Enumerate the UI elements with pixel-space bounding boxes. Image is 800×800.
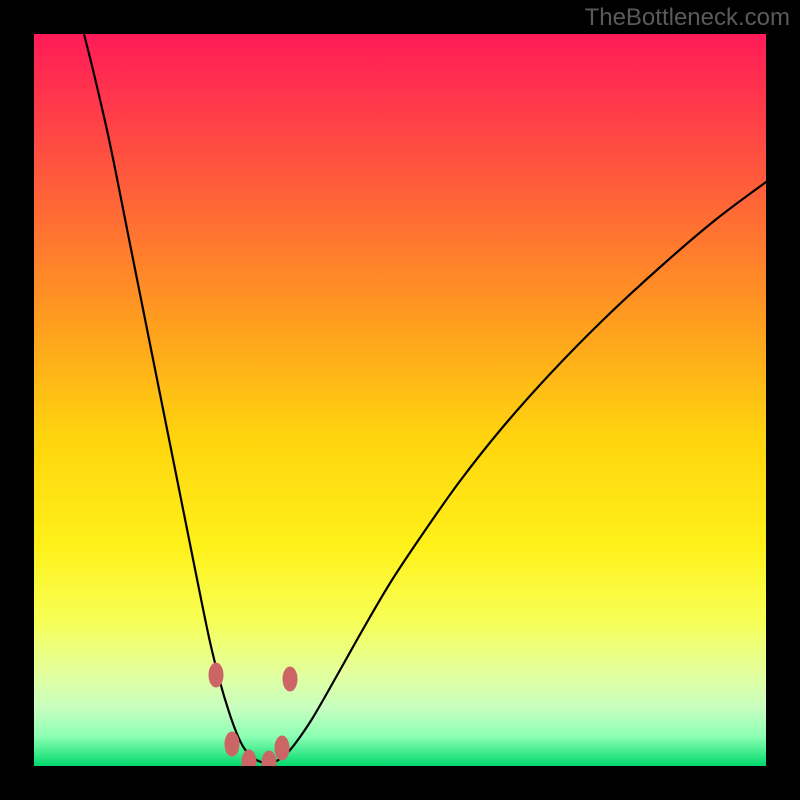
chart-root: TheBottleneck.com (0, 0, 800, 800)
curve-marker (283, 667, 297, 691)
plot-area (34, 34, 766, 766)
plot-svg (34, 34, 766, 766)
curve-marker (225, 732, 239, 756)
watermark-text: TheBottleneck.com (585, 4, 790, 32)
curve-marker (209, 663, 223, 687)
plot-background (34, 34, 766, 766)
curve-marker (275, 736, 289, 760)
